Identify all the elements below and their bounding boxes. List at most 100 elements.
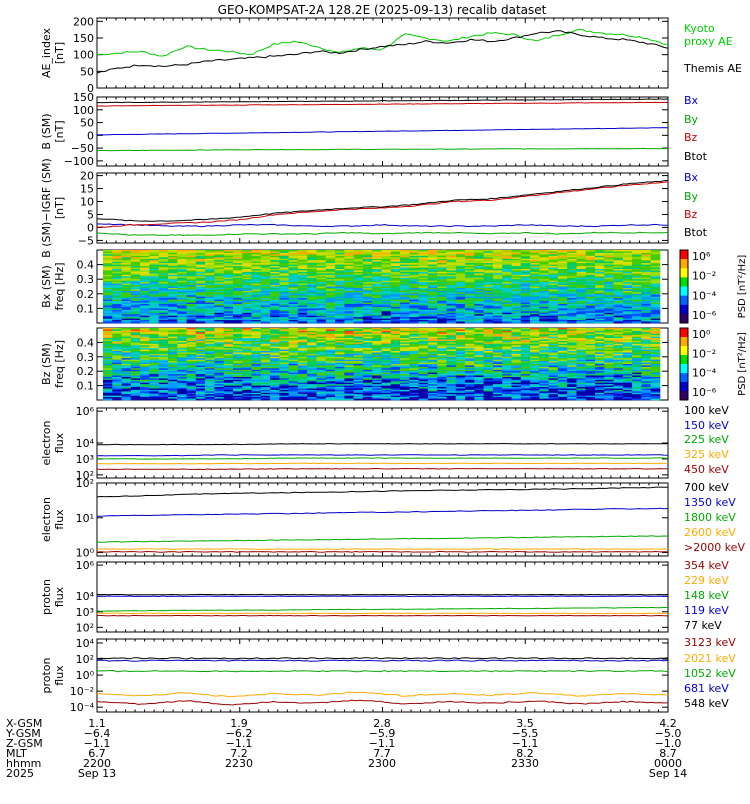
spectrogram-cell (112, 376, 122, 378)
spectrogram-cell (224, 351, 234, 353)
spectrogram-cell (372, 322, 382, 324)
spectrogram-cell (512, 322, 522, 324)
spectrogram-cell (196, 354, 206, 356)
spectrogram-cell (261, 340, 271, 342)
spectrogram-cell (196, 368, 206, 370)
spectrogram-cell (149, 387, 159, 389)
spectrogram-cell (307, 351, 317, 353)
spectrogram-cell (317, 387, 327, 389)
spectrogram-cell (307, 387, 317, 389)
spectrogram-cell (233, 383, 243, 385)
spectrogram-cell (140, 365, 150, 367)
spectrogram-cell (307, 399, 317, 401)
spectrogram-cell (270, 365, 280, 367)
spectrogram-cell (112, 383, 122, 385)
spectrogram-cell (103, 394, 113, 396)
spectrogram-cell (279, 337, 289, 339)
spectrogram-cell (242, 390, 252, 392)
spectrogram-cell (326, 358, 336, 360)
spectrogram-cell (214, 354, 224, 356)
spectrogram-cell (177, 365, 187, 367)
colorbar-segment (680, 296, 688, 305)
spectrogram-cell (205, 347, 215, 349)
spectrogram-cell (289, 354, 299, 356)
spectrogram-cell (122, 383, 132, 385)
y-axis-title: B (SM)−IGRF (SM) (40, 158, 53, 258)
spectrogram-cell (122, 380, 132, 382)
y-tick-label: 0.2 (77, 288, 95, 301)
spectrogram-cell (298, 351, 308, 353)
spectrogram-cell (289, 351, 299, 353)
spectrogram-cell (317, 383, 327, 385)
spectrogram-cell (205, 358, 215, 360)
spectrogram-cell (122, 337, 132, 339)
spectrogram-cell (159, 329, 169, 331)
spectrogram-cell (279, 344, 289, 346)
spectrogram-cell (317, 332, 327, 334)
spectrogram-cell (233, 332, 243, 334)
spectrogram-cell (502, 322, 512, 324)
spectrogram-cell (317, 361, 327, 363)
spectrogram-cell (317, 358, 327, 360)
spectrogram-cell (270, 380, 280, 382)
spectrogram-cell (307, 354, 317, 356)
y-tick-label: 150 (73, 91, 94, 104)
spectrogram-cell (112, 390, 122, 392)
spectrogram-cell (298, 344, 308, 346)
spectrogram-cell (261, 380, 271, 382)
spectrogram-cell (224, 394, 234, 396)
spectrogram-cell (149, 337, 159, 339)
spectrogram-cell (140, 329, 150, 331)
spectrogram-cell (233, 390, 243, 392)
spectrogram-cell (242, 394, 252, 396)
spectrogram-cell (140, 368, 150, 370)
spectrogram-cell (140, 347, 150, 349)
spectrogram-cell (298, 365, 308, 367)
spectrogram-cell (214, 358, 224, 360)
colorbar-tick-label: 10⁻⁴ (692, 289, 717, 302)
spectrogram-bx (103, 250, 660, 323)
spectrogram-cell (298, 354, 308, 356)
spectrogram-cell (233, 337, 243, 339)
spectrogram-cell (112, 399, 122, 401)
spectrogram-cell (270, 399, 280, 401)
spectrogram-cell (261, 337, 271, 339)
spectrogram-cell (224, 358, 234, 360)
spectrogram-cell (298, 373, 308, 375)
spectrogram-cell (122, 390, 132, 392)
spectrogram-cell (159, 351, 169, 353)
spectrogram-cell (298, 380, 308, 382)
spectrogram-cell (233, 340, 243, 342)
spectrogram-cell (289, 376, 299, 378)
spectrogram-cell (270, 358, 280, 360)
spectrogram-cell (632, 322, 642, 324)
spectrogram-cell (400, 322, 410, 324)
spectrogram-cell (326, 383, 336, 385)
spectrogram-cell (140, 394, 150, 396)
colorbar-segment (680, 250, 688, 259)
spectrogram-cell (252, 397, 262, 399)
spectrogram-cell (279, 358, 289, 360)
spectrogram-cell (177, 344, 187, 346)
legend-entry: Kyoto (684, 22, 715, 35)
spectrogram-cell (641, 322, 651, 324)
spectrogram-cell (187, 390, 197, 392)
spectrogram-cell (252, 340, 262, 342)
spectrogram-cell (177, 361, 187, 363)
spectrogram-cell (279, 354, 289, 356)
spectrogram-cell (279, 376, 289, 378)
spectrogram-cell (103, 351, 113, 353)
spectrogram-cell (140, 361, 150, 363)
spectrogram-cell (205, 394, 215, 396)
spectrogram-cell (252, 322, 262, 324)
spectrogram-cell (140, 373, 150, 375)
spectrogram-cell (270, 376, 280, 378)
spectrogram-cell (307, 368, 317, 370)
spectrogram-cell (214, 329, 224, 331)
spectrogram-cell (270, 344, 280, 346)
spectrogram-cell (317, 365, 327, 367)
spectrogram-cell (298, 332, 308, 334)
spectrogram-cell (233, 322, 243, 324)
spectrogram-cell (187, 358, 197, 360)
